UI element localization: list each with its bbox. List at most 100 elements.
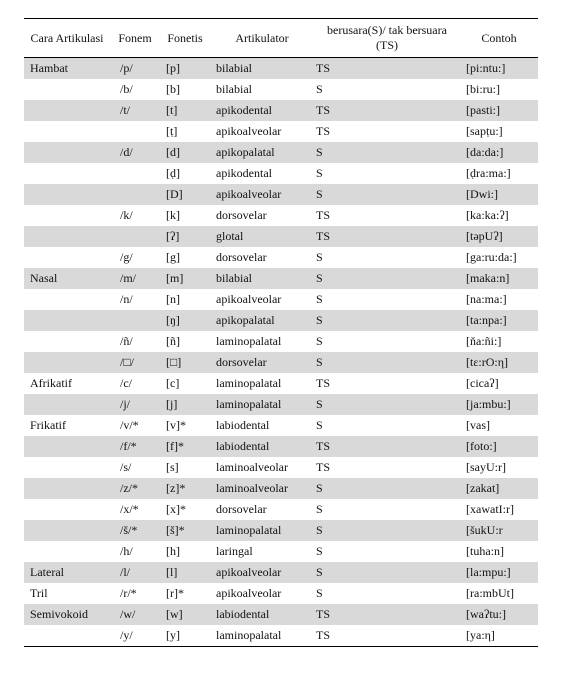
table-row: /y/[y]laminopalatalTS[ya:η] [24, 625, 538, 647]
fonetis-cell: [r]* [160, 583, 210, 604]
cara-cell [24, 457, 110, 478]
fonem-cell: /ñ/ [110, 331, 160, 352]
suara-cell: S [314, 499, 460, 520]
col-fonem-header: Fonem [110, 19, 160, 58]
fonem-cell [110, 310, 160, 331]
table-row: [D]apikoalveolarS[Dwi:] [24, 184, 538, 205]
suara-cell: TS [314, 100, 460, 121]
fonetis-cell: [h] [160, 541, 210, 562]
suara-cell: S [314, 331, 460, 352]
col-fonetis-header: Fonetis [160, 19, 210, 58]
suara-cell: TS [314, 58, 460, 80]
suara-cell: S [314, 289, 460, 310]
artik-cell: apikopalatal [210, 310, 314, 331]
cara-cell [24, 226, 110, 247]
artik-cell: apikoalveolar [210, 583, 314, 604]
artik-cell: apikodental [210, 100, 314, 121]
col-artik-header: Artikulator [210, 19, 314, 58]
contoh-cell: [xawatI:r] [460, 499, 538, 520]
cara-cell: Lateral [24, 562, 110, 583]
cara-cell [24, 100, 110, 121]
artik-cell: dorsovelar [210, 352, 314, 373]
suara-cell: S [314, 268, 460, 289]
artik-cell: apikoalveolar [210, 289, 314, 310]
contoh-cell: [waʔtu:] [460, 604, 538, 625]
table-row: /h/[h]laringalS[tuha:n] [24, 541, 538, 562]
fonetis-cell: [j] [160, 394, 210, 415]
cara-cell [24, 394, 110, 415]
artik-cell: labiodental [210, 436, 314, 457]
fonem-cell [110, 121, 160, 142]
table-row: [ḍ]apikodentalS[ḍra:ma:] [24, 163, 538, 184]
contoh-cell: [maka:n] [460, 268, 538, 289]
cara-cell: Afrikatif [24, 373, 110, 394]
table-row: /s/[s]laminoalveolarTS[sayU:r] [24, 457, 538, 478]
contoh-cell: [ňa:ñi:] [460, 331, 538, 352]
fonem-cell: /g/ [110, 247, 160, 268]
fonem-cell [110, 184, 160, 205]
fonem-cell: /f/* [110, 436, 160, 457]
cara-cell [24, 499, 110, 520]
fonem-cell: /c/ [110, 373, 160, 394]
fonem-cell: /k/ [110, 205, 160, 226]
suara-cell: S [314, 184, 460, 205]
table-row: /t/[t]apikodentalTS[pasti:] [24, 100, 538, 121]
table-row: /z/*[z]*laminoalveolarS[zakat] [24, 478, 538, 499]
fonetis-cell: [g] [160, 247, 210, 268]
contoh-cell: [da:da:] [460, 142, 538, 163]
table-row: /š/*[š]*laminopalatalS[šukU:r [24, 520, 538, 541]
artik-cell: laminopalatal [210, 331, 314, 352]
artik-cell: glotal [210, 226, 314, 247]
fonem-cell: /t/ [110, 100, 160, 121]
contoh-cell: [ya:η] [460, 625, 538, 647]
suara-cell: S [314, 142, 460, 163]
table-row: Nasal/m/[m]bilabialS[maka:n] [24, 268, 538, 289]
contoh-cell: [pasti:] [460, 100, 538, 121]
fonetis-cell: [ḍ] [160, 163, 210, 184]
fonetis-cell: [ʔ] [160, 226, 210, 247]
fonetis-cell: [v]* [160, 415, 210, 436]
artik-cell: bilabial [210, 79, 314, 100]
table-row: /g/[g]dorsovelarS[ga:ru:da:] [24, 247, 538, 268]
suara-cell: TS [314, 373, 460, 394]
table-row: /x/*[x]*dorsovelarS[xawatI:r] [24, 499, 538, 520]
fonetis-cell: [□] [160, 352, 210, 373]
contoh-cell: [foto:] [460, 436, 538, 457]
fonetis-cell: [D] [160, 184, 210, 205]
cara-cell: Frikatif [24, 415, 110, 436]
contoh-cell: [tɛ:rO:η] [460, 352, 538, 373]
artik-cell: laringal [210, 541, 314, 562]
artik-cell: dorsovelar [210, 247, 314, 268]
fonem-cell: /w/ [110, 604, 160, 625]
cara-cell [24, 289, 110, 310]
artik-cell: laminopalatal [210, 625, 314, 647]
fonetis-cell: [ñ] [160, 331, 210, 352]
cara-cell [24, 310, 110, 331]
table-row: Semivokoid/w/[w]labiodentalTS[waʔtu:] [24, 604, 538, 625]
artik-cell: labiodental [210, 604, 314, 625]
cara-cell: Hambat [24, 58, 110, 80]
fonetis-cell: [w] [160, 604, 210, 625]
artik-cell: dorsovelar [210, 205, 314, 226]
suara-cell: S [314, 352, 460, 373]
contoh-cell: [tuha:n] [460, 541, 538, 562]
suara-cell: S [314, 79, 460, 100]
cara-cell [24, 352, 110, 373]
contoh-cell: [pi:ntu:] [460, 58, 538, 80]
fonem-cell: /z/* [110, 478, 160, 499]
contoh-cell: [ka:ka:ʔ] [460, 205, 538, 226]
cara-cell [24, 478, 110, 499]
fonetis-cell: [x]* [160, 499, 210, 520]
table-row: /ñ/[ñ]laminopalatalS[ňa:ñi:] [24, 331, 538, 352]
artik-cell: laminopalatal [210, 520, 314, 541]
header-row: Cara Artikulasi Fonem Fonetis Artikulato… [24, 19, 538, 58]
fonetis-cell: [š]* [160, 520, 210, 541]
table-row: [ʔ]glotalTS[təpUʔ] [24, 226, 538, 247]
table-row: [ŋ]apikopalatalS[ta:npa:] [24, 310, 538, 331]
artik-cell: bilabial [210, 268, 314, 289]
artik-cell: dorsovelar [210, 499, 314, 520]
fonetis-cell: [p] [160, 58, 210, 80]
fonem-cell: /l/ [110, 562, 160, 583]
cara-cell: Semivokoid [24, 604, 110, 625]
fonetis-cell: [ŋ] [160, 310, 210, 331]
